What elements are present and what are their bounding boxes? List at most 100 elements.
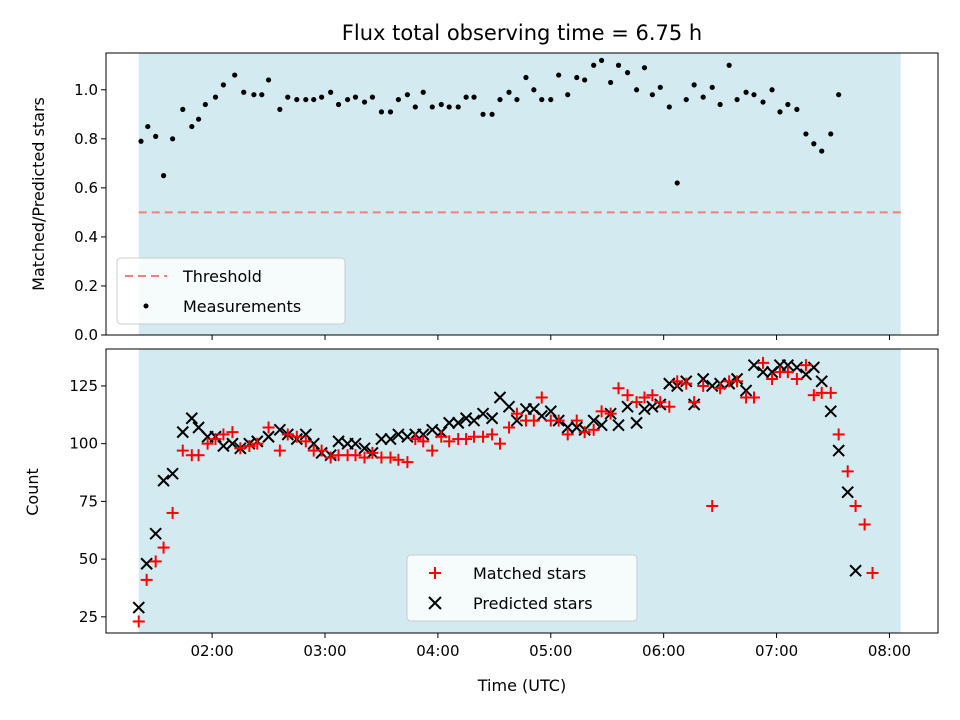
measurement-point (785, 101, 791, 108)
marker-stroke (401, 430, 414, 443)
marker-stroke (612, 418, 625, 432)
marker-stroke (663, 377, 676, 390)
ratio-legend-box (116, 257, 346, 325)
matched-star-marker (324, 451, 337, 464)
measurement-point (285, 94, 291, 100)
measurement-point (489, 111, 495, 117)
measurement-point (328, 89, 334, 95)
predicted-star-marker (442, 416, 456, 430)
predicted-star-marker (663, 377, 676, 390)
measurement-point (220, 82, 227, 88)
measurement-point (311, 96, 317, 103)
matched-star-marker (570, 414, 583, 427)
marker-stroke (502, 400, 516, 413)
y-tick-label: 0.2 (74, 277, 98, 295)
predicted-star-marker (140, 557, 153, 570)
predicted-star-marker (696, 372, 710, 386)
count-legend: Matched stars Predicted stars (406, 554, 638, 622)
matched-star-marker (781, 366, 794, 379)
measurement-point (189, 123, 195, 130)
measurement-point (195, 116, 202, 122)
predicted-star-marker (166, 467, 179, 480)
ratio-x-ticks (211, 335, 890, 340)
measurement-point (153, 133, 159, 139)
predicted-star-marker (426, 423, 439, 437)
matched-star-marker (149, 555, 162, 568)
measurement-point (666, 104, 672, 110)
measurement-point (446, 104, 452, 110)
legend-predicted-swatch (428, 596, 442, 610)
marker-stroke (459, 412, 473, 425)
ratio-plot-frame (105, 52, 939, 336)
predicted-star-marker (401, 430, 414, 443)
measurement-point (202, 101, 208, 108)
matched-star-marker (315, 444, 328, 457)
matched-star-marker (443, 435, 456, 448)
matched-star-marker (166, 506, 179, 519)
predicted-star-marker (392, 428, 405, 441)
matched-star-marker (243, 439, 256, 452)
matched-star-marker (654, 396, 667, 409)
marker-stroke (493, 391, 507, 404)
predicted-star-marker (739, 384, 753, 397)
measurement-point (429, 104, 435, 110)
matched-star-marker (290, 430, 303, 443)
y-tick-label: 0.4 (74, 228, 98, 246)
matched-star-marker (799, 359, 812, 372)
matched-star-marker (638, 391, 651, 404)
matched-star-marker (790, 373, 803, 386)
predicted-star-marker (824, 405, 837, 418)
predicted-star-marker (185, 412, 199, 425)
marker-stroke (349, 437, 362, 450)
marker-stroke (262, 430, 275, 443)
measurement-point (760, 99, 766, 105)
matched-star-marker (706, 500, 719, 513)
marker-stroke (510, 414, 524, 427)
predicted-star-marker (638, 402, 651, 416)
matched-star-marker (858, 518, 871, 531)
measurement-point (794, 106, 800, 112)
legend-threshold-label: Threshold (182, 267, 262, 286)
matched-star-marker (849, 500, 862, 513)
predicted-star-marker (132, 601, 145, 614)
legend-measurements-label: Measurements (183, 297, 301, 316)
matched-star-marker (714, 382, 727, 395)
matched-star-marker (262, 421, 275, 434)
predicted-star-marker (476, 407, 490, 420)
predicted-star-marker (332, 435, 345, 448)
predicted-star-marker (452, 416, 465, 430)
measurement-point (395, 96, 401, 103)
y-tick-label: 0.0 (74, 326, 98, 344)
measurement-point (420, 89, 426, 95)
matched-star-marker (401, 456, 414, 469)
measurement-point (335, 101, 342, 108)
y-tick-label: 1.0 (74, 81, 98, 99)
predicted-star-marker (587, 414, 600, 427)
x-tick-label: 06:00 (642, 642, 685, 660)
marker-stroke (832, 444, 845, 457)
predicted-star-marker (349, 437, 362, 450)
matched-star-marker (587, 423, 600, 436)
marker-stroke (485, 412, 499, 425)
marker-stroke (332, 435, 345, 448)
matched-star-marker (561, 428, 574, 441)
marker-stroke (375, 432, 388, 446)
y-tick-label: 0.6 (74, 179, 98, 197)
matched-star-marker (349, 449, 362, 462)
marker-stroke (587, 414, 600, 427)
x-tick-label: 04:00 (416, 642, 459, 660)
measurement-point (674, 180, 680, 186)
legend-measurements-swatch (143, 303, 149, 309)
marker-stroke (570, 421, 583, 434)
marker-stroke (384, 432, 397, 446)
ratio-measurements (138, 57, 842, 186)
matched-star-marker (807, 389, 820, 402)
matched-star-marker (417, 435, 430, 448)
marker-stroke (696, 372, 710, 386)
measurement-point (471, 94, 477, 100)
predicted-star-marker (467, 414, 481, 427)
measurement-point (691, 82, 697, 88)
matched-star-marker (358, 451, 371, 464)
matched-star-marker (680, 377, 693, 390)
